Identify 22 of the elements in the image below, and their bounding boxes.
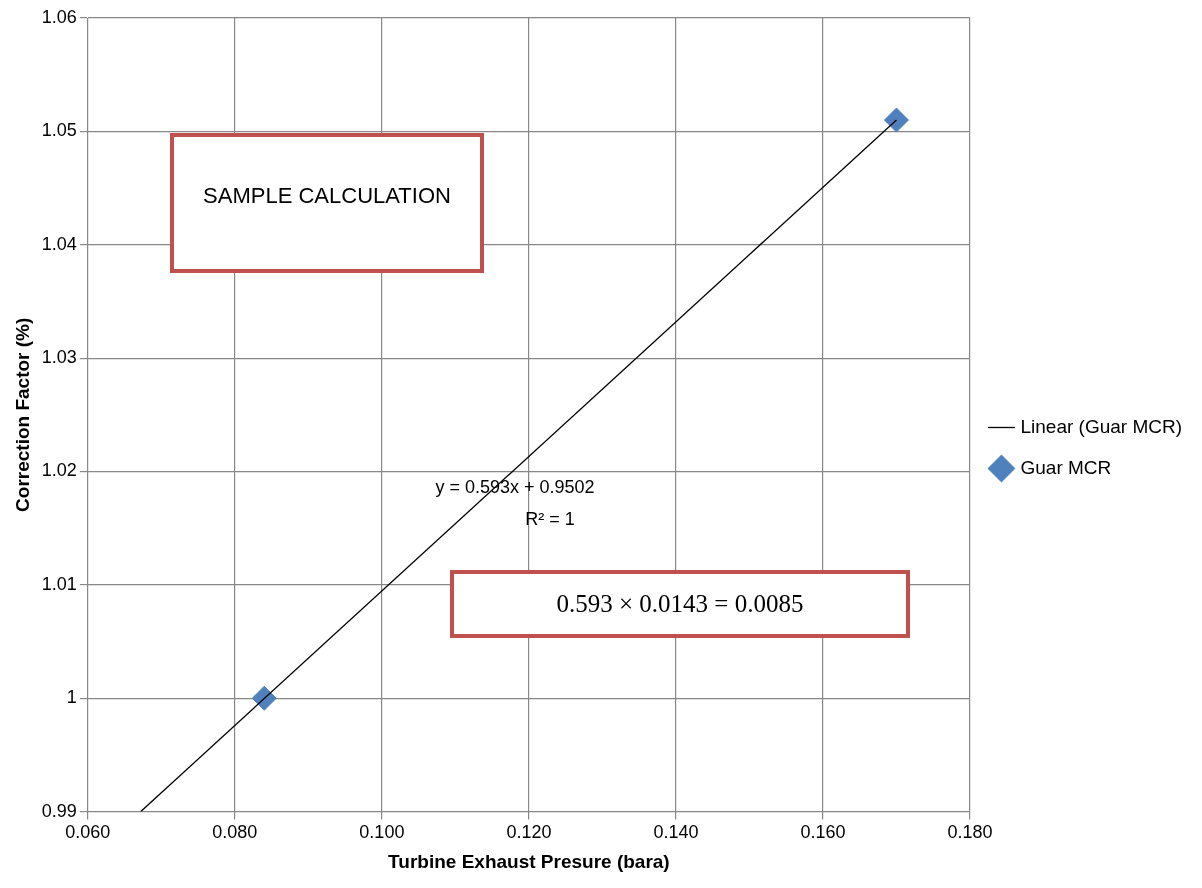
- legend-label: Guar MCR: [1020, 456, 1112, 478]
- y-tick-label: 1: [66, 687, 77, 708]
- x-tick-label: 0.140: [653, 822, 699, 843]
- annotation: R² = 1: [524, 507, 576, 531]
- y-tick-label: 1.01: [41, 573, 77, 594]
- x-tick-label: 0.180: [947, 822, 993, 843]
- x-tick-label: 0.100: [359, 822, 405, 843]
- legend-label: Linear (Guar MCR): [1020, 415, 1183, 437]
- x-tick-label: 0.060: [65, 822, 111, 843]
- y-tick-label: 1.04: [41, 233, 77, 254]
- x-tick-label: 0.080: [212, 822, 258, 843]
- x-axis-title: Turbine Exhaust Presure (bara): [388, 850, 670, 872]
- y-tick-label: 1.03: [41, 347, 77, 368]
- y-tick-label: 1.02: [41, 460, 77, 481]
- x-tick-label: 0.160: [800, 822, 846, 843]
- y-tick-label: 1.05: [41, 120, 77, 141]
- text-box: SAMPLE CALCULATION: [170, 133, 484, 273]
- y-tick-label: 0.99: [41, 800, 77, 821]
- text-box: 0.593 × 0.0143 = 0.0085: [450, 570, 910, 638]
- y-axis-title: Correction Factor (%): [11, 317, 33, 512]
- y-tick-label: 1.06: [41, 6, 77, 27]
- x-tick-label: 0.120: [506, 822, 552, 843]
